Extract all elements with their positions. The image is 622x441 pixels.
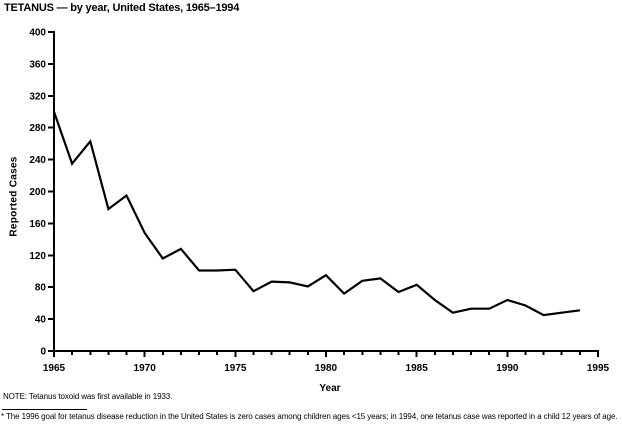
chart-footnote: * The 1996 goal for tetanus disease redu… <box>1 412 622 421</box>
y-axis-title: Reported Cases <box>8 156 20 237</box>
x-tick-label: 1990 <box>496 363 519 374</box>
y-tick-label: 360 <box>29 59 46 70</box>
chart-note: NOTE: Tetanus toxoid was first available… <box>3 392 173 401</box>
footnote-separator <box>2 409 87 410</box>
chart-title: TETANUS — by year, United States, 1965–1… <box>4 2 240 14</box>
y-tick-label: 160 <box>29 219 46 230</box>
footnote-text: The 1996 goal for tetanus disease reduct… <box>6 412 618 421</box>
y-tick-label: 280 <box>29 123 46 134</box>
y-tick-label: 200 <box>29 187 46 198</box>
y-tick-label: 400 <box>29 28 46 39</box>
tetanus-line-chart: 0 40 80 120 160 200 240 280 320 360 400 1965 1970 197… <box>29 28 610 375</box>
y-tick-label: 40 <box>35 315 47 326</box>
x-tick-label: 1970 <box>134 363 157 374</box>
x-tick-label: 1985 <box>406 363 429 374</box>
y-tick-label: 0 <box>40 347 46 358</box>
data-line-reported-cases <box>52 111 581 317</box>
x-axis-title: Year <box>319 383 341 394</box>
x-tick-label: 1995 <box>587 363 610 374</box>
y-tick-label: 240 <box>29 155 46 166</box>
x-tick-label: 1965 <box>43 363 66 374</box>
y-tick-label: 120 <box>29 251 46 262</box>
y-tick-label: 320 <box>29 91 46 102</box>
y-tick-label: 80 <box>35 283 47 294</box>
x-tick-label: 1980 <box>315 363 338 374</box>
x-tick-label: 1975 <box>224 363 247 374</box>
footnote-marker: * <box>1 412 5 421</box>
